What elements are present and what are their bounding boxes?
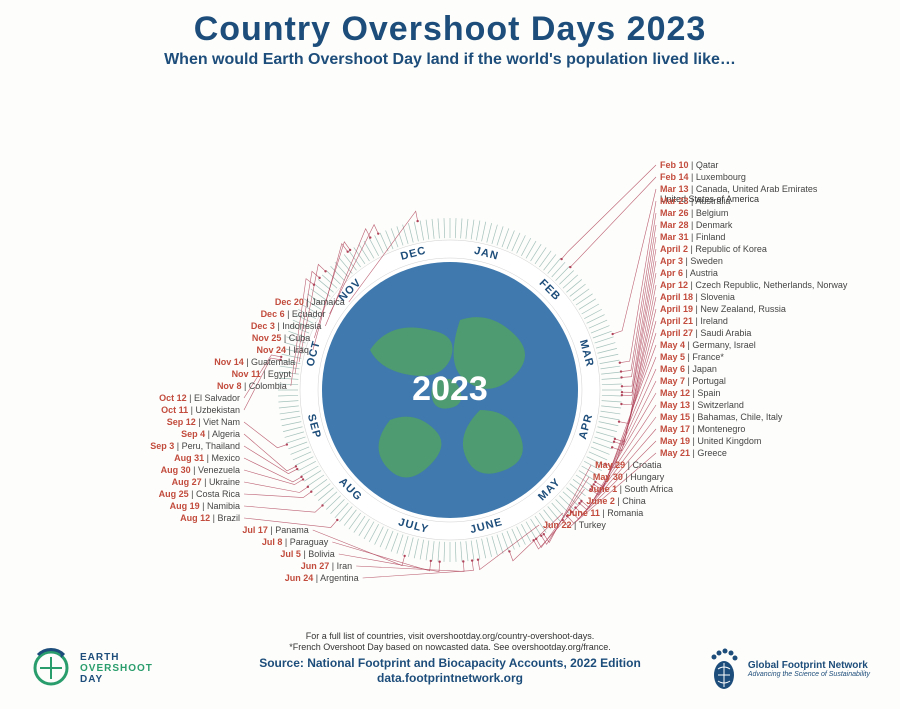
svg-text:Nov 24 | Iraq: Nov 24 | Iraq bbox=[257, 345, 309, 355]
svg-text:Jun 24 | Argentina: Jun 24 | Argentina bbox=[285, 573, 359, 583]
svg-text:Feb 14 | Luxembourg: Feb 14 | Luxembourg bbox=[660, 172, 746, 182]
svg-text:May 30 | Hungary: May 30 | Hungary bbox=[593, 472, 665, 482]
page-subtitle: When would Earth Overshoot Day land if t… bbox=[0, 51, 900, 69]
svg-text:Aug 27 | Ukraine: Aug 27 | Ukraine bbox=[172, 477, 240, 487]
svg-text:Mar 23 | Australia: Mar 23 | Australia bbox=[660, 196, 730, 206]
svg-text:April 2 | Republic of Korea: April 2 | Republic of Korea bbox=[660, 244, 767, 254]
svg-text:Jun 22 | Turkey: Jun 22 | Turkey bbox=[543, 520, 606, 530]
svg-text:May 5 | France*: May 5 | France* bbox=[660, 352, 724, 362]
svg-text:Aug 12 | Brazil: Aug 12 | Brazil bbox=[180, 513, 240, 523]
svg-text:Jul 5 | Bolivia: Jul 5 | Bolivia bbox=[280, 549, 334, 559]
svg-text:Aug 31 | Mexico: Aug 31 | Mexico bbox=[174, 453, 240, 463]
svg-text:Apr 12 | Czech Republic, Nethe: Apr 12 | Czech Republic, Netherlands, No… bbox=[660, 280, 848, 290]
svg-text:April 21 | Ireland: April 21 | Ireland bbox=[660, 316, 728, 326]
svg-text:Jul 17 | Panama: Jul 17 | Panama bbox=[242, 525, 308, 535]
svg-text:April 18 | Slovenia: April 18 | Slovenia bbox=[660, 292, 735, 302]
svg-text:Aug 25 | Costa Rica: Aug 25 | Costa Rica bbox=[159, 489, 240, 499]
svg-text:2023: 2023 bbox=[412, 370, 488, 408]
gfn-logo: Global Footprint Network Advancing the S… bbox=[708, 647, 870, 691]
svg-text:Aug 19 | Namibia: Aug 19 | Namibia bbox=[170, 501, 240, 511]
svg-text:May 19 | United Kingdom: May 19 | United Kingdom bbox=[660, 436, 761, 446]
svg-text:May 21 | Greece: May 21 | Greece bbox=[660, 448, 727, 458]
svg-text:Apr 3 | Sweden: Apr 3 | Sweden bbox=[660, 256, 723, 266]
svg-text:April 27 | Saudi Arabia: April 27 | Saudi Arabia bbox=[660, 328, 751, 338]
svg-text:Sep 3 | Peru, Thailand: Sep 3 | Peru, Thailand bbox=[150, 441, 240, 451]
svg-text:Mar 28 | Denmark: Mar 28 | Denmark bbox=[660, 220, 733, 230]
svg-text:Feb 10 | Qatar: Feb 10 | Qatar bbox=[660, 160, 718, 170]
svg-text:Nov 11 | Egypt: Nov 11 | Egypt bbox=[232, 369, 292, 379]
svg-text:Oct 12 | El Salvador: Oct 12 | El Salvador bbox=[159, 393, 240, 403]
earth-overshoot-logo: EARTH OVERSHOOT DAY bbox=[30, 647, 153, 689]
svg-text:May 12 | Spain: May 12 | Spain bbox=[660, 388, 720, 398]
svg-text:Dec 20 | Jamaica: Dec 20 | Jamaica bbox=[275, 297, 345, 307]
svg-text:Apr 6 | Austria: Apr 6 | Austria bbox=[660, 268, 718, 278]
svg-text:Dec 6 | Ecuador: Dec 6 | Ecuador bbox=[261, 309, 326, 319]
svg-text:Sep 4 | Algeria: Sep 4 | Algeria bbox=[181, 429, 240, 439]
svg-text:May 15 | Bahamas, Chile, Italy: May 15 | Bahamas, Chile, Italy bbox=[660, 412, 783, 422]
svg-text:Jul 8 | Paraguay: Jul 8 | Paraguay bbox=[262, 537, 329, 547]
svg-text:Sep 12 | Viet Nam: Sep 12 | Viet Nam bbox=[167, 417, 240, 427]
svg-text:Dec 3 | Indonesia: Dec 3 | Indonesia bbox=[251, 321, 321, 331]
svg-text:May 4 | Germany, Israel: May 4 | Germany, Israel bbox=[660, 340, 756, 350]
overshoot-icon bbox=[30, 647, 72, 689]
svg-text:May 6 | Japan: May 6 | Japan bbox=[660, 364, 717, 374]
radial-diagram: 2023JANFEBMARAPRMAYJUNEJULYAUGSEPOCTNOVD… bbox=[0, 70, 900, 630]
svg-text:May 17 | Montenegro: May 17 | Montenegro bbox=[660, 424, 745, 434]
svg-text:Nov 8 | Colombia: Nov 8 | Colombia bbox=[217, 381, 287, 391]
svg-text:May 7 | Portugal: May 7 | Portugal bbox=[660, 376, 726, 386]
svg-text:Mar 13 | Canada, United Arab E: Mar 13 | Canada, United Arab Emirates bbox=[660, 184, 818, 194]
svg-text:Nov 14 | Guatemala: Nov 14 | Guatemala bbox=[214, 357, 295, 367]
svg-text:June 11 | Romania: June 11 | Romania bbox=[567, 508, 643, 518]
diagram-stage: 2023JANFEBMARAPRMAYJUNEJULYAUGSEPOCTNOVD… bbox=[0, 70, 900, 630]
svg-text:Aug 30 | Venezuela: Aug 30 | Venezuela bbox=[161, 465, 240, 475]
svg-text:Mar 26 | Belgium: Mar 26 | Belgium bbox=[660, 208, 728, 218]
svg-text:Nov 25 | Cuba: Nov 25 | Cuba bbox=[252, 333, 310, 343]
svg-text:April 19 | New Zealand, Russia: April 19 | New Zealand, Russia bbox=[660, 304, 786, 314]
svg-text:May 29 | Croatia: May 29 | Croatia bbox=[595, 460, 661, 470]
svg-text:Jun 27 | Iran: Jun 27 | Iran bbox=[301, 561, 352, 571]
svg-text:June 2 | China: June 2 | China bbox=[586, 496, 645, 506]
svg-text:June 1 | South Africa: June 1 | South Africa bbox=[589, 484, 673, 494]
svg-text:Mar 31 | Finland: Mar 31 | Finland bbox=[660, 232, 725, 242]
svg-text:May 13 | Switzerland: May 13 | Switzerland bbox=[660, 400, 744, 410]
svg-text:Oct 11 | Uzbekistan: Oct 11 | Uzbekistan bbox=[161, 405, 240, 415]
footprint-icon bbox=[708, 647, 740, 691]
page-title: Country Overshoot Days 2023 bbox=[0, 10, 900, 49]
